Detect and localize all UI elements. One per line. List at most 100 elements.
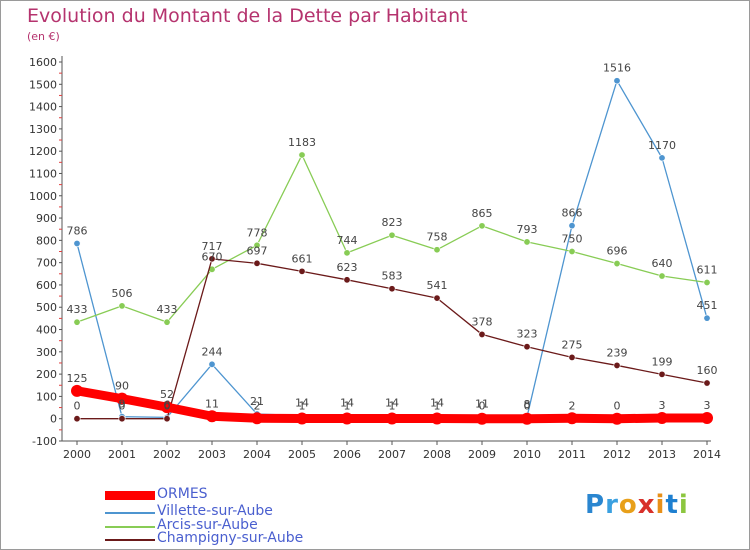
y-tick-label: -100 xyxy=(32,435,57,448)
data-label-arcis: 750 xyxy=(562,233,583,246)
data-point-arcis xyxy=(523,238,531,246)
logo-letter: P xyxy=(585,490,606,520)
legend-label-champigny: Champigny-sur-Aube xyxy=(157,530,304,546)
data-label-ormes: 0 xyxy=(524,400,531,413)
data-point-arcis xyxy=(253,241,261,249)
x-tick-label: 2008 xyxy=(423,448,451,461)
y-tick-label: 900 xyxy=(36,212,57,225)
data-label-champigny: 697 xyxy=(247,244,268,257)
data-label-arcis: 823 xyxy=(382,216,403,229)
data-point-champigny xyxy=(118,415,126,423)
data-point-champigny xyxy=(568,353,576,361)
data-label-villette: 14 xyxy=(385,397,399,410)
data-label-champigny: 275 xyxy=(562,338,583,351)
data-label-champigny: 199 xyxy=(652,355,673,368)
data-label-champigny: 623 xyxy=(337,261,358,274)
data-label-champigny: 0 xyxy=(119,400,126,413)
x-tick-label: 2004 xyxy=(243,448,271,461)
data-label-arcis: 778 xyxy=(247,226,268,239)
data-point-arcis xyxy=(163,318,171,326)
data-point-arcis xyxy=(298,151,306,159)
data-point-villette xyxy=(703,314,711,322)
x-tick-label: 2003 xyxy=(198,448,226,461)
logo-letter: t xyxy=(665,490,679,520)
data-label-arcis: 506 xyxy=(112,287,133,300)
data-point-villette xyxy=(613,77,621,85)
x-tick-label: 2013 xyxy=(648,448,676,461)
data-label-ormes: 2 xyxy=(569,399,576,412)
data-point-arcis xyxy=(658,272,666,280)
data-point-villette xyxy=(568,222,576,230)
data-label-ormes: 1 xyxy=(434,399,441,412)
data-point-villette xyxy=(73,239,81,247)
y-tick-label: 200 xyxy=(36,368,57,381)
data-label-ormes: 2 xyxy=(254,399,261,412)
logo-letter: i xyxy=(678,490,689,520)
data-label-villette: 14 xyxy=(295,397,309,410)
data-label-ormes: 0 xyxy=(614,400,621,413)
y-tick-label: 1000 xyxy=(29,190,57,203)
data-point-champigny xyxy=(658,370,666,378)
data-label-champigny: 323 xyxy=(517,328,538,341)
x-tick-label: 2006 xyxy=(333,448,361,461)
data-label-ormes: 1 xyxy=(299,399,306,412)
data-label-champigny: 583 xyxy=(382,270,403,283)
data-label-arcis: 793 xyxy=(517,223,538,236)
data-label-arcis: 758 xyxy=(427,231,448,244)
data-label-arcis: 611 xyxy=(697,263,718,276)
y-tick-label: 1100 xyxy=(29,167,57,180)
data-label-arcis: 670 xyxy=(202,250,223,263)
legend-label-arcis: Arcis-sur-Aube xyxy=(157,517,258,533)
data-point-champigny xyxy=(343,276,351,284)
legend-swatch-villette xyxy=(105,512,155,514)
data-point-champigny xyxy=(523,343,531,351)
data-point-champigny xyxy=(703,379,711,387)
data-point-ormes xyxy=(611,412,623,425)
data-point-arcis xyxy=(118,302,126,310)
y-tick-label: 500 xyxy=(36,301,57,314)
y-tick-label: 700 xyxy=(36,257,57,270)
data-label-ormes: 3 xyxy=(659,399,666,412)
data-point-champigny xyxy=(163,415,171,423)
data-point-arcis xyxy=(703,278,711,286)
data-point-arcis xyxy=(478,222,486,230)
data-point-ormes xyxy=(656,412,668,425)
data-point-ormes xyxy=(71,384,83,397)
x-tick-label: 2000 xyxy=(63,448,91,461)
y-tick-label: 300 xyxy=(36,346,57,359)
data-label-arcis: 433 xyxy=(157,303,178,316)
legend-label-ormes: ORMES xyxy=(157,486,208,502)
x-tick-label: 2012 xyxy=(603,448,631,461)
x-tick-label: 2014 xyxy=(693,448,721,461)
data-point-champigny xyxy=(253,259,261,267)
y-tick-label: 1400 xyxy=(29,101,57,114)
data-point-arcis xyxy=(388,231,396,239)
legend-label-villette: Villette-sur-Aube xyxy=(157,503,273,519)
data-point-ormes xyxy=(296,412,308,425)
data-label-champigny: 661 xyxy=(292,252,313,265)
data-label-champigny: 0 xyxy=(164,400,171,413)
data-label-villette: 1170 xyxy=(648,139,676,152)
data-point-ormes xyxy=(566,412,578,425)
data-point-villette xyxy=(208,360,216,368)
data-label-villette: 11 xyxy=(475,397,489,410)
data-point-champigny xyxy=(388,285,396,293)
data-point-arcis xyxy=(433,246,441,254)
data-label-champigny: 541 xyxy=(427,279,448,292)
data-label-champigny: 0 xyxy=(74,400,81,413)
y-tick-label: 400 xyxy=(36,324,57,337)
data-label-ormes: 0 xyxy=(479,400,486,413)
x-tick-label: 2010 xyxy=(513,448,541,461)
legend-swatch-arcis xyxy=(105,526,155,528)
data-point-ormes xyxy=(341,412,353,425)
proxiti-logo: Proxiti xyxy=(585,490,689,520)
data-label-ormes: 3 xyxy=(704,399,711,412)
chart-unit: (en €) xyxy=(27,30,60,43)
data-point-ormes xyxy=(116,392,128,405)
data-point-arcis xyxy=(343,249,351,257)
x-tick-label: 2007 xyxy=(378,448,406,461)
y-tick-label: 1600 xyxy=(29,56,57,69)
data-point-champigny xyxy=(208,255,216,263)
